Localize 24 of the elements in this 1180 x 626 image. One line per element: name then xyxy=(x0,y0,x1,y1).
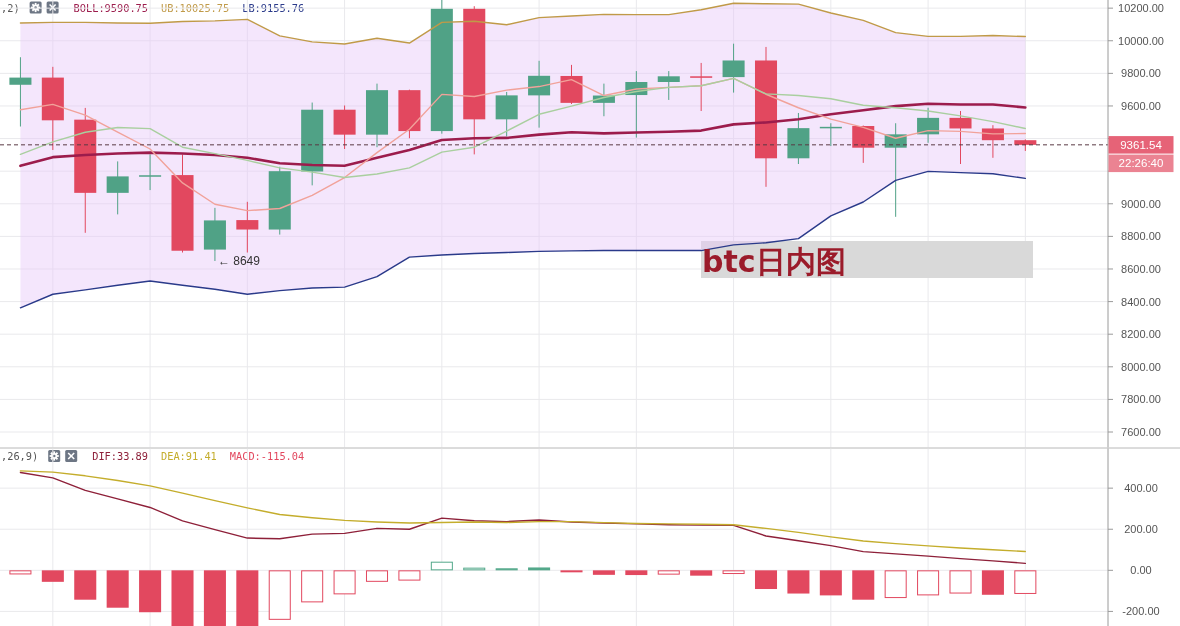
y-tick-label: 9600.00 xyxy=(1121,99,1161,112)
price-scale-tags: 9361.54 22:26:40 xyxy=(1108,136,1174,173)
y-tick-label: -200.00 xyxy=(1122,605,1160,618)
y-tick-label: 400.00 xyxy=(1124,482,1158,495)
y-tick-label: 8800.00 xyxy=(1121,230,1161,243)
y-tick-label: 7600.00 xyxy=(1121,426,1161,439)
y-tick-label: 8400.00 xyxy=(1121,295,1161,308)
y-tick-label: 8000.00 xyxy=(1121,360,1161,373)
y-tick-label: 8200.00 xyxy=(1121,328,1161,341)
annotation: btc日内图 xyxy=(702,244,846,279)
series-label: UB:10025.75 xyxy=(161,1,230,14)
legend: ,26,9) DIF:33.89 DEA:91.41 MACD:-115.04 xyxy=(1,450,305,462)
y-tick-label: 9800.00 xyxy=(1121,67,1161,80)
y-tick-label: 200.00 xyxy=(1124,523,1158,536)
y-tick-label: 0.00 xyxy=(1130,564,1152,577)
y-tick-label: 10200.00 xyxy=(1118,2,1164,15)
y-tick-label: 8600.00 xyxy=(1121,262,1161,275)
legend: ,2) BOLL:9590.75 UB:10025.75 LB:9155.76 xyxy=(1,1,305,14)
y-tick-label: 10000.00 xyxy=(1118,34,1164,47)
legend-title: ,26,9) xyxy=(1,450,39,462)
y-tick-label: 9000.00 xyxy=(1121,197,1161,210)
legend-title: ,2) xyxy=(1,1,20,14)
y-tick-label: 7800.00 xyxy=(1121,393,1161,406)
annotation: ← 8649 xyxy=(217,254,261,268)
